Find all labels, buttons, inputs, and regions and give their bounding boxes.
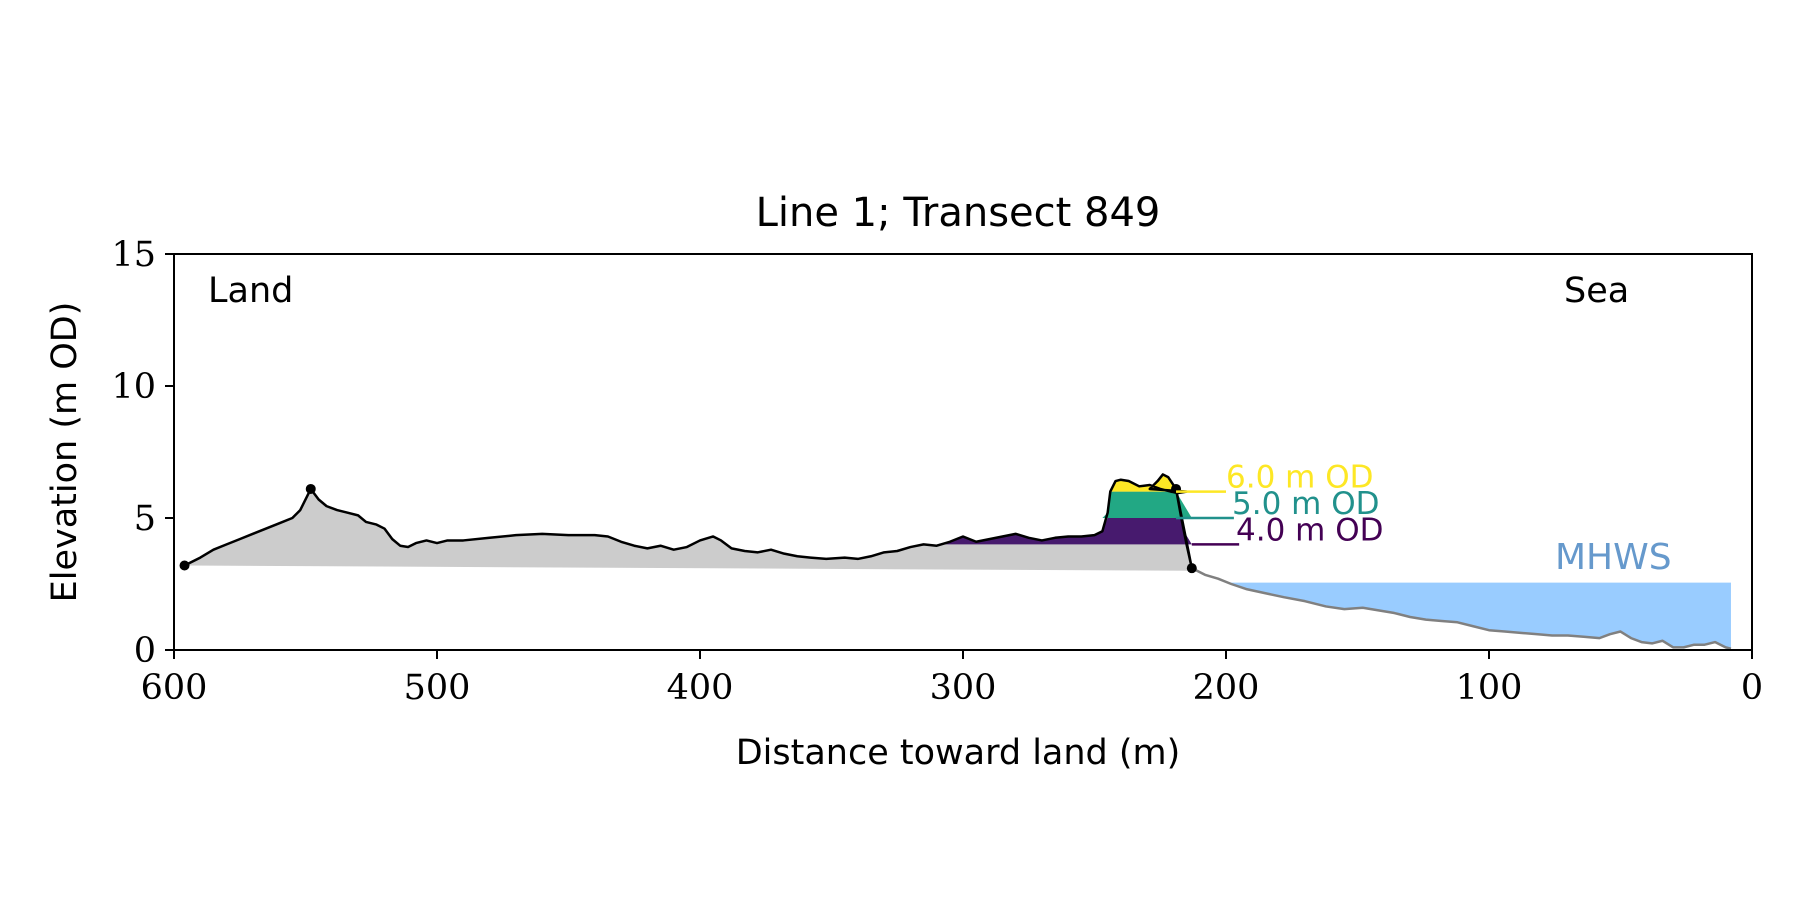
x-tick-label-200: 200 xyxy=(1193,668,1260,708)
level-label-2: 5.0 m OD xyxy=(1232,486,1379,522)
ground-fill xyxy=(184,474,1192,571)
x-tick-label-300: 300 xyxy=(930,668,997,708)
x-tick-label-400: 400 xyxy=(667,668,734,708)
x-tick-label-600: 600 xyxy=(141,668,208,708)
mhws-water-fill xyxy=(1226,582,1731,650)
key-point-4 xyxy=(1186,563,1197,574)
x-tick-label-0: 0 xyxy=(1741,668,1763,708)
x-tick-label-100: 100 xyxy=(1456,668,1523,708)
y-tick-label-0: 0 xyxy=(134,631,156,671)
sea-annotation: Sea xyxy=(1564,271,1629,311)
mhws-label: MHWS xyxy=(1555,537,1672,578)
chart-title: Line 1; Transect 849 xyxy=(756,190,1161,236)
level-label-1: 6.0 m OD xyxy=(1226,460,1373,496)
profile-lines xyxy=(179,473,1732,650)
y-axis-label: Elevation (m OD) xyxy=(45,302,85,603)
sea-profile-line xyxy=(1191,567,1732,650)
elevation-fills xyxy=(184,474,1731,650)
y-tick-label-5: 5 xyxy=(134,499,156,539)
level-label-3: 4.0 m OD xyxy=(1236,512,1383,548)
band-5-6 xyxy=(810,491,1192,518)
y-axis: 0 5 10 15 xyxy=(111,235,174,671)
band-4-5 xyxy=(810,518,1192,545)
level-labels: 6.0 m OD5.0 m OD4.0 m OD xyxy=(1176,460,1383,548)
land-profile-line xyxy=(183,473,1194,570)
key-point-2 xyxy=(305,483,316,494)
y-tick-label-15: 15 xyxy=(111,235,156,275)
x-axis-label: Distance toward land (m) xyxy=(736,733,1181,773)
x-tick-label-500: 500 xyxy=(404,668,471,708)
key-point-1 xyxy=(179,560,190,571)
y-tick-label-10: 10 xyxy=(111,367,156,407)
land-annotation: Land xyxy=(208,271,293,311)
x-axis: 600 500 400 300 200 100 0 xyxy=(141,650,1763,708)
